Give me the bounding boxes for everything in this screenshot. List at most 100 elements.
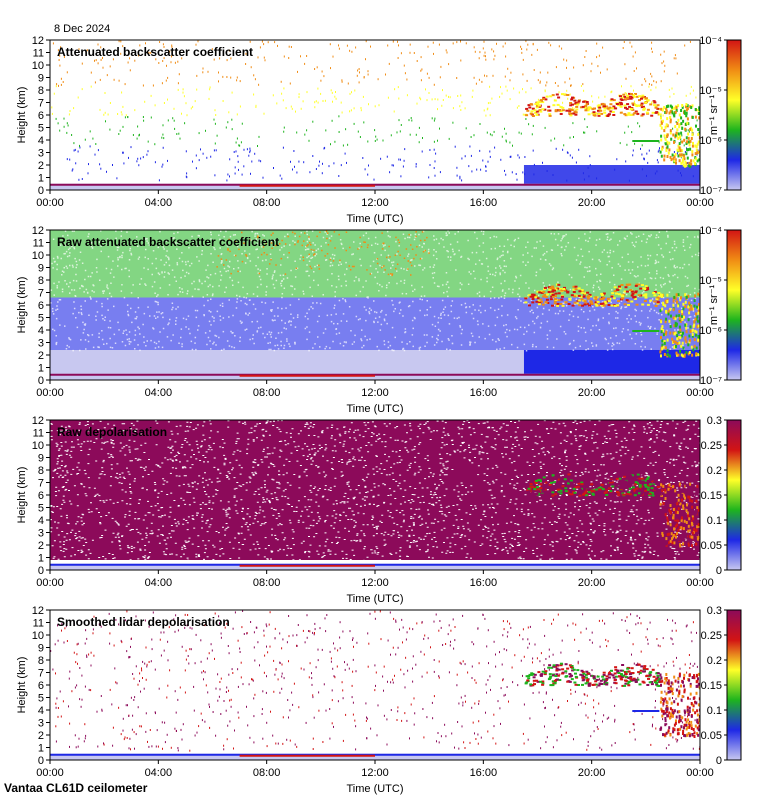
noise-upper bbox=[50, 230, 700, 298]
colorbar-tick-label: 0.3 bbox=[707, 415, 722, 427]
low-cloud bbox=[632, 710, 660, 712]
y-tick-label: 1 bbox=[38, 173, 44, 185]
surface-layer bbox=[50, 563, 700, 570]
y-axis-label: Height (km) bbox=[16, 277, 28, 334]
y-tick-label: 5 bbox=[38, 503, 44, 515]
y-tick-label: 5 bbox=[38, 313, 44, 325]
x-tick-label: 04:00 bbox=[145, 767, 173, 779]
y-axis-label: Height (km) bbox=[16, 467, 28, 524]
y-tick-label: 8 bbox=[38, 275, 44, 287]
panel-title: Raw attenuated backscatter coefficient bbox=[57, 235, 279, 249]
y-tick-label: 8 bbox=[38, 465, 44, 477]
x-tick-label: 00:00 bbox=[36, 767, 64, 779]
x-tick-label: 20:00 bbox=[578, 577, 606, 589]
y-tick-label: 9 bbox=[38, 263, 44, 275]
y-tick-label: 12 bbox=[32, 225, 44, 237]
colorbar-tick-label: 0.2 bbox=[707, 465, 722, 477]
colorbar-unit: m⁻¹ sr⁻¹ bbox=[708, 95, 720, 136]
y-tick-label: 3 bbox=[38, 148, 44, 160]
y-tick-label: 4 bbox=[38, 705, 44, 717]
y-tick-label: 7 bbox=[38, 478, 44, 490]
y-tick-label: 7 bbox=[38, 288, 44, 300]
y-axis-label: Height (km) bbox=[16, 87, 28, 144]
colorbar-tick-label: 0.15 bbox=[701, 680, 722, 692]
colorbar-tick-label: 0.2 bbox=[707, 655, 722, 667]
x-tick-label: 16:00 bbox=[470, 387, 498, 399]
x-axis-label: Time (UTC) bbox=[346, 213, 403, 225]
y-tick-label: 2 bbox=[38, 160, 44, 172]
x-tick-label: 08:00 bbox=[253, 387, 281, 399]
surface-hotspot bbox=[239, 184, 375, 187]
colorbar-tick-label: 10⁻⁷ bbox=[700, 375, 722, 387]
y-tick-label: 6 bbox=[38, 490, 44, 502]
x-tick-label: 00:00 bbox=[686, 767, 714, 779]
y-tick-label: 5 bbox=[38, 123, 44, 135]
x-tick-label: 16:00 bbox=[470, 767, 498, 779]
colorbar-tick-label: 0 bbox=[716, 565, 722, 577]
y-tick-label: 7 bbox=[38, 668, 44, 680]
colorbar-tick-label: 0 bbox=[716, 755, 722, 767]
y-tick-label: 10 bbox=[32, 250, 44, 262]
x-tick-label: 04:00 bbox=[145, 577, 173, 589]
x-tick-label: 04:00 bbox=[145, 197, 173, 209]
colorbar-tick-label: 10⁻⁴ bbox=[699, 225, 722, 237]
colorbar-tick-label: 0.05 bbox=[701, 540, 722, 552]
x-axis-label: Time (UTC) bbox=[346, 403, 403, 415]
y-tick-label: 2 bbox=[38, 730, 44, 742]
colorbar bbox=[726, 229, 742, 381]
footer-label: Vantaa CL61D ceilometer bbox=[4, 781, 148, 795]
x-axis-label: Time (UTC) bbox=[346, 783, 403, 795]
colorbar-tick-label: 10⁻⁶ bbox=[699, 135, 722, 147]
low-cloud bbox=[632, 330, 660, 332]
x-tick-label: 00:00 bbox=[36, 577, 64, 589]
colorbar-unit: m⁻¹ sr⁻¹ bbox=[708, 285, 720, 326]
colorbar-tick-label: 0.15 bbox=[701, 490, 722, 502]
low-cloud bbox=[632, 140, 660, 142]
x-axis-label: Time (UTC) bbox=[346, 593, 403, 605]
date-label: 8 Dec 2024 bbox=[54, 23, 110, 35]
colorbar bbox=[726, 39, 742, 191]
y-tick-label: 0 bbox=[38, 565, 44, 577]
y-tick-label: 8 bbox=[38, 655, 44, 667]
x-tick-label: 00:00 bbox=[686, 197, 714, 209]
y-tick-label: 4 bbox=[38, 135, 44, 147]
y-tick-label: 7 bbox=[38, 98, 44, 110]
y-axis-label: Height (km) bbox=[16, 657, 28, 714]
y-tick-label: 11 bbox=[33, 618, 44, 630]
panel-4: Smoothed lidar depolarisation01234567891… bbox=[16, 605, 742, 795]
y-tick-label: 9 bbox=[38, 643, 44, 655]
colorbar-tick-label: 0.25 bbox=[701, 630, 722, 642]
x-tick-label: 00:00 bbox=[686, 387, 714, 399]
y-tick-label: 6 bbox=[38, 110, 44, 122]
x-tick-label: 12:00 bbox=[361, 197, 389, 209]
panel-title: Attenuated backscatter coefficient bbox=[57, 45, 253, 59]
x-tick-label: 12:00 bbox=[361, 577, 389, 589]
x-tick-label: 08:00 bbox=[253, 197, 281, 209]
colorbar bbox=[726, 419, 742, 571]
y-tick-label: 2 bbox=[38, 540, 44, 552]
y-tick-label: 3 bbox=[38, 528, 44, 540]
x-tick-label: 00:00 bbox=[686, 577, 714, 589]
y-tick-label: 12 bbox=[32, 35, 44, 47]
y-tick-label: 1 bbox=[38, 743, 44, 755]
y-tick-label: 8 bbox=[38, 85, 44, 97]
y-tick-label: 11 bbox=[33, 48, 44, 60]
colorbar-tick-label: 10⁻⁷ bbox=[700, 185, 722, 197]
y-tick-label: 9 bbox=[38, 453, 44, 465]
plot-content bbox=[50, 420, 700, 570]
y-tick-label: 0 bbox=[38, 755, 44, 767]
colorbar-tick-label: 10⁻⁴ bbox=[699, 35, 722, 47]
y-tick-label: 3 bbox=[38, 338, 44, 350]
panel-title: Smoothed lidar depolarisation bbox=[57, 615, 230, 629]
x-tick-label: 00:00 bbox=[36, 387, 64, 399]
surface-hotspot bbox=[239, 564, 375, 567]
y-tick-label: 0 bbox=[38, 375, 44, 387]
panel-1: Attenuated backscatter coefficient012345… bbox=[16, 35, 742, 225]
colorbar-tick-label: 10⁻⁶ bbox=[699, 325, 722, 337]
y-tick-label: 10 bbox=[32, 630, 44, 642]
colorbar-tick-label: 10⁻⁵ bbox=[699, 85, 722, 97]
plot-content bbox=[50, 610, 700, 760]
y-tick-label: 6 bbox=[38, 680, 44, 692]
x-tick-label: 16:00 bbox=[470, 577, 498, 589]
